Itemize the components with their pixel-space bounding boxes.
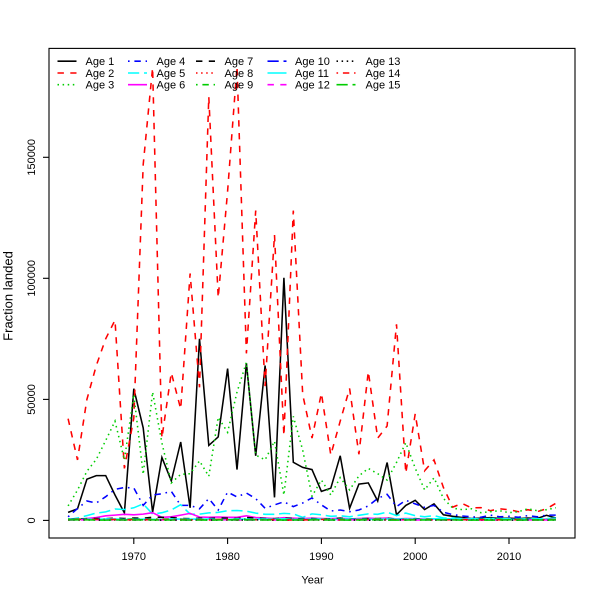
svg-text:Age 10: Age 10	[295, 56, 330, 68]
svg-text:Age 14: Age 14	[366, 68, 401, 80]
svg-text:1980: 1980	[215, 551, 239, 563]
svg-text:Age 11: Age 11	[295, 68, 329, 80]
svg-text:Year: Year	[301, 575, 324, 587]
svg-text:150000: 150000	[26, 139, 38, 176]
svg-text:Age 6: Age 6	[157, 80, 186, 92]
svg-text:Age 1: Age 1	[86, 56, 115, 68]
svg-text:1990: 1990	[309, 551, 333, 563]
svg-text:1970: 1970	[122, 551, 146, 563]
svg-text:Age 7: Age 7	[225, 56, 254, 68]
svg-text:2000: 2000	[403, 551, 427, 563]
svg-text:100000: 100000	[26, 260, 38, 297]
svg-text:Age 4: Age 4	[157, 56, 186, 68]
svg-text:Age 8: Age 8	[225, 68, 254, 80]
svg-text:2010: 2010	[497, 551, 521, 563]
svg-text:Age 2: Age 2	[86, 68, 115, 80]
svg-text:Age 12: Age 12	[295, 80, 330, 92]
svg-text:Age 9: Age 9	[225, 80, 254, 92]
svg-text:Age 3: Age 3	[86, 80, 115, 92]
svg-text:0: 0	[26, 517, 38, 523]
svg-text:Age 15: Age 15	[366, 80, 401, 92]
svg-text:Fraction landed: Fraction landed	[0, 251, 15, 341]
svg-text:Age 13: Age 13	[366, 56, 401, 68]
svg-text:Age 5: Age 5	[157, 68, 186, 80]
svg-text:50000: 50000	[26, 384, 38, 415]
